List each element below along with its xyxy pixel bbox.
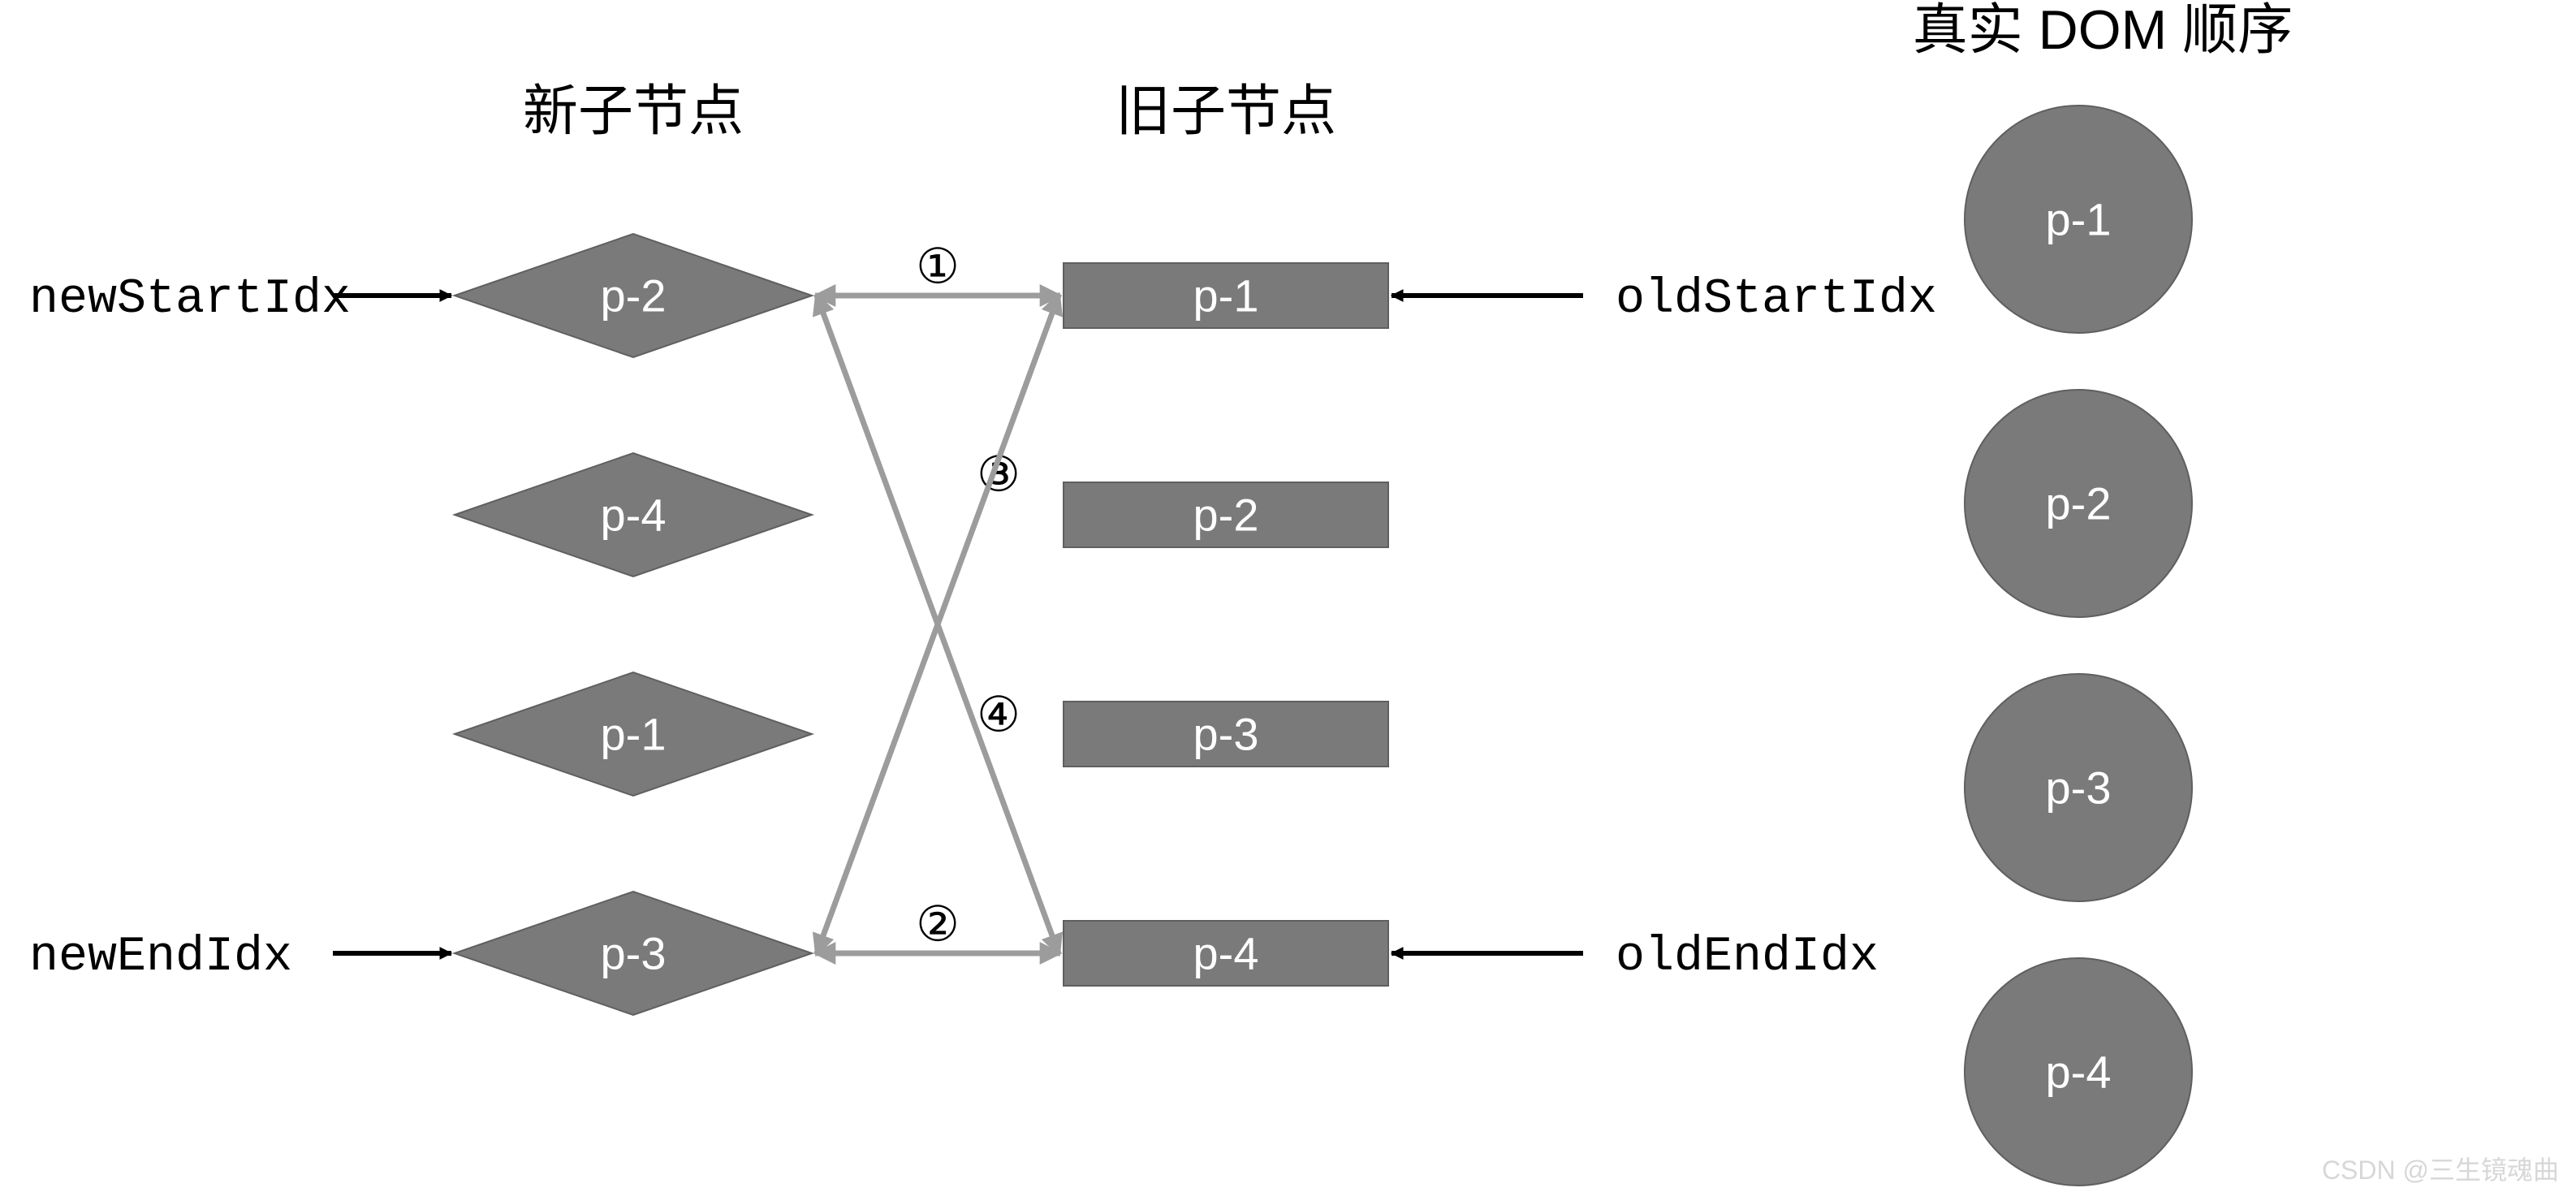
old-node-label-0: p-1 [1193, 270, 1259, 322]
dom-circle-label-0: p-1 [2046, 194, 2112, 245]
new-node-label-0: p-2 [601, 270, 667, 322]
old-node-label-3: p-4 [1193, 928, 1259, 979]
compare-num-1: ① [916, 240, 960, 294]
title-old-children: 旧子节点 [1115, 80, 1336, 142]
title-new-children: 新子节点 [523, 80, 744, 142]
new-node-label-3: p-3 [601, 928, 667, 979]
dom-circle-label-1: p-2 [2046, 478, 2112, 529]
new-node-label-2: p-1 [601, 709, 667, 760]
pointer-label-new_end: newEndIdx [29, 930, 292, 985]
pointer-label-old_start: oldStartIdx [1616, 272, 1937, 327]
compare-num-2: ② [916, 897, 960, 952]
new-node-label-1: p-4 [601, 490, 667, 541]
pointer-label-old_end: oldEndIdx [1616, 930, 1879, 985]
old-node-label-2: p-3 [1193, 709, 1259, 760]
dom-circle-label-2: p-3 [2046, 762, 2112, 814]
title-real-dom: 真实 DOM 顺序 [1913, 0, 2293, 61]
watermark: CSDN @三生镜魂曲 [2322, 1155, 2559, 1185]
dom-circle-label-3: p-4 [2046, 1047, 2112, 1098]
compare-num-4: ④ [977, 688, 1020, 742]
old-node-label-1: p-2 [1193, 490, 1259, 541]
pointer-label-new_start: newStartIdx [29, 272, 351, 327]
